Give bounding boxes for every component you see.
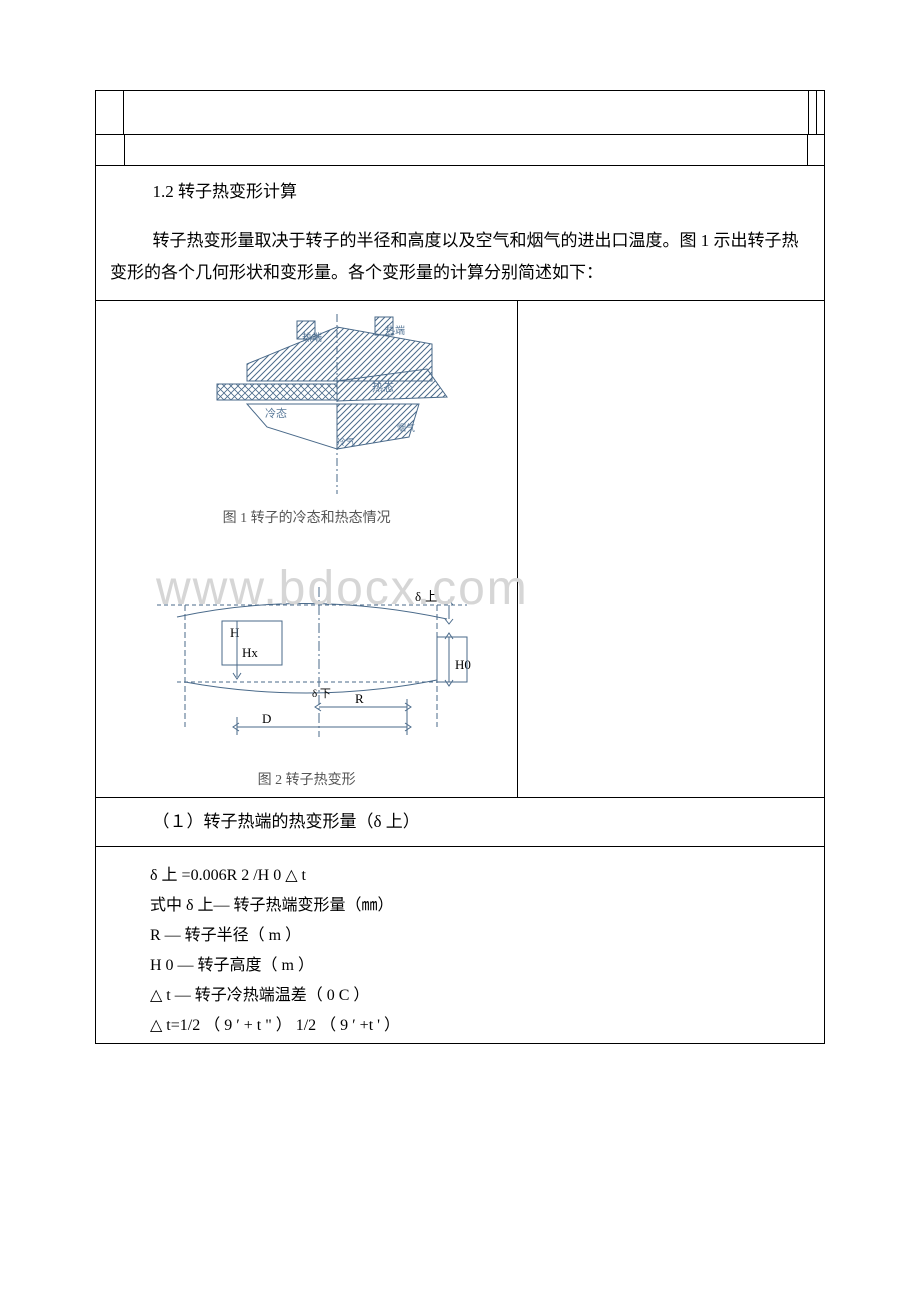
figures-row: 热端 热端 热态 冷态 冷气 烟气 图 1 转子的冷态和热态情况 www.bdo… <box>96 300 824 798</box>
figures-right-blank <box>518 301 824 797</box>
figure-2-caption: 图 2 转子热变形 <box>100 769 513 789</box>
formula-block: δ 上 =0.006R 2 /H 0 △ t 式中 δ 上— 转子热端变形量（㎜… <box>96 846 824 1043</box>
section-content: 1.2 转子热变形计算 转子热变形量取决于转子的半径和高度以及空气和烟气的进出口… <box>96 166 824 300</box>
fig2-Hx: Hx <box>242 645 258 660</box>
fig2-D: D <box>262 711 271 726</box>
section-number: 1.2 <box>153 182 174 201</box>
figure-1-svg: 热端 热端 热态 冷态 冷气 烟气 <box>147 309 467 499</box>
fig2-H0: H0 <box>455 657 471 672</box>
fig2-delta-bot: δ 下 <box>312 688 331 700</box>
subsection-heading-row: （１）转子热端的热变形量（δ 上） <box>96 798 824 845</box>
section-title: 1.2 转子热变形计算 <box>110 176 810 207</box>
header-rows <box>96 91 824 166</box>
fig2-delta-top: δ 上 <box>415 589 437 604</box>
figure-1-caption: 图 1 转子的冷态和热态情况 <box>100 507 513 527</box>
fig1-cold-outlet: 冷气 <box>337 436 355 447</box>
formula-line-4: △ t — 转子冷热端温差（ 0 C ） <box>110 981 810 1005</box>
fig1-hot-state: 热态 <box>372 381 394 394</box>
formula-line-5: △ t=1/2 （ 9 ′ + t " ） 1/2 （ 9 ′ +t ' ） <box>110 1011 810 1035</box>
section-body: 转子热变形量取决于转子的半径和高度以及空气和烟气的进出口温度。图 1 示出转子热… <box>110 225 810 288</box>
figure-2-svg: δ 上 H Hx δ 下 H0 R <box>137 577 477 757</box>
document-frame: 1.2 转子热变形计算 转子热变形量取决于转子的半径和高度以及空气和烟气的进出口… <box>95 90 825 1044</box>
fig2-H: H <box>230 625 239 640</box>
fig2-R: R <box>355 691 364 706</box>
formula-line-2: R — 转子半径（ m ） <box>110 921 810 945</box>
formula-line-3: H 0 — 转子高度（ m ） <box>110 951 810 975</box>
figures-cell: 热端 热端 热态 冷态 冷气 烟气 图 1 转子的冷态和热态情况 www.bdo… <box>96 301 518 797</box>
subsection-heading: （１）转子热端的热变形量（δ 上） <box>110 806 810 837</box>
formula-line-1: 式中 δ 上— 转子热端变形量（㎜） <box>110 891 810 915</box>
formula-line-0: δ 上 =0.006R 2 /H 0 △ t <box>110 861 810 885</box>
section-title-text: 转子热变形计算 <box>178 182 297 201</box>
fig1-cold-state: 冷态 <box>265 407 287 420</box>
fig1-hot-outlet: 烟气 <box>397 422 415 433</box>
